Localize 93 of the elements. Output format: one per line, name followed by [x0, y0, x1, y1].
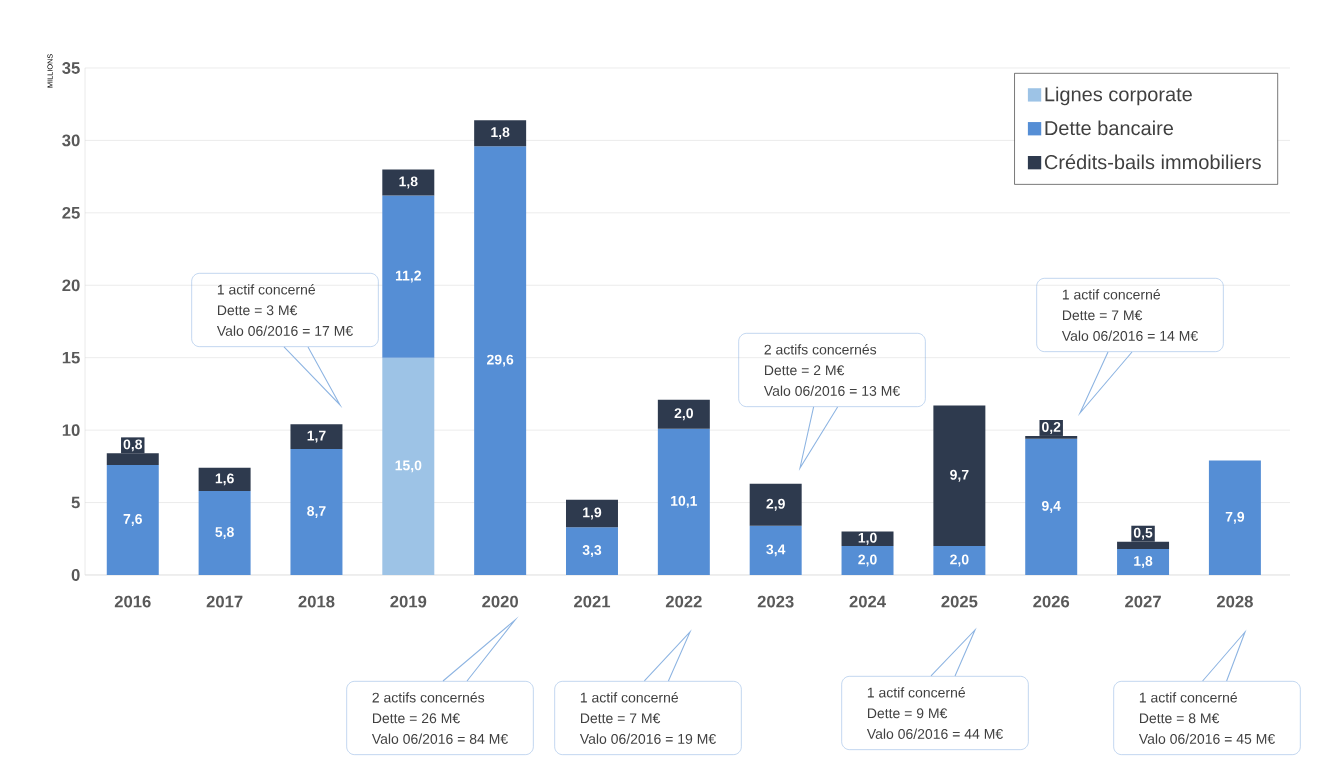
x-tick-label: 2020 [482, 595, 518, 608]
text: Valo 06/2016 = 19 M€ [579, 733, 716, 744]
annotation: Dette = 7 M€ [1062, 310, 1143, 321]
x-tick-label: 2016 [114, 595, 151, 608]
data-label: 2,0 [674, 408, 693, 421]
bar [290, 424, 343, 449]
x-tick-label: 2021 [574, 595, 611, 608]
bar [382, 169, 435, 196]
x-tick-label: 2025 [941, 595, 978, 608]
bar [474, 146, 527, 575]
bar [382, 195, 435, 358]
bar [1117, 548, 1170, 575]
x-tick-label: 2026 [1033, 595, 1070, 608]
y-tick-label: 30 [62, 134, 80, 147]
data-label: 15,0 [395, 460, 422, 473]
bar [1025, 438, 1078, 575]
data-label: 2,0 [858, 554, 877, 567]
text: Valo 06/2016 = 44 M€ [866, 728, 1003, 739]
y-tick-label: 15 [62, 351, 80, 364]
data-label: 0,5 [1133, 527, 1153, 540]
text: 1 actif concerné [580, 692, 679, 703]
data-label: 2,9 [766, 498, 785, 511]
bar [933, 405, 986, 547]
annotation: Valo 06/2016 = 14 M€ [1061, 330, 1198, 341]
data-label: 1,7 [307, 430, 326, 443]
data-label: 0,2 [1042, 421, 1061, 434]
y-tick-label: 35 [62, 62, 80, 74]
data-label: 3,4 [766, 544, 786, 557]
x-tick-label: 2024 [849, 595, 886, 608]
y-tick-label: 5 [71, 496, 80, 509]
legend-label: Crédits-bails immobiliers [1044, 154, 1261, 170]
text: 1 actif concerné [867, 687, 966, 698]
data-label: 7,9 [1225, 511, 1245, 524]
y-tick-label: 0 [71, 569, 80, 581]
data-label: 1,9 [583, 507, 602, 520]
y-tick-label: 10 [62, 424, 80, 437]
bar [106, 464, 159, 575]
data-label: 2,0 [950, 554, 969, 567]
bar [749, 525, 802, 575]
x-tick-label: 2019 [390, 595, 427, 608]
annotation: Dette = 3 M€ [217, 305, 298, 316]
y-tick-label: 20 [62, 279, 80, 292]
data-label: 9,7 [950, 469, 969, 482]
bar [657, 399, 710, 429]
text: Dette = 7 M€ [580, 713, 661, 724]
annotation: Valo 06/2016 = 13 M€ [763, 385, 900, 396]
annotation: Valo 06/2016 = 17 M€ [216, 325, 353, 336]
x-tick-label: 2023 [757, 595, 794, 608]
text: 2 actifs concernés [372, 692, 485, 703]
data-label: 8,7 [307, 506, 326, 518]
bar [290, 448, 343, 575]
text: 1 actif concerné [1139, 692, 1238, 703]
text: Valo 06/2016 = 84 M€ [371, 733, 508, 744]
bar [657, 428, 710, 575]
data-label: 9,4 [1041, 500, 1061, 513]
text: Valo 06/2016 = 45 M€ [1138, 733, 1275, 744]
data-label: 1,6 [215, 473, 234, 486]
x-tick-label: 2027 [1125, 595, 1161, 608]
annotation: 2 actifs concernés [764, 344, 877, 355]
data-label: 29,6 [487, 354, 514, 367]
bar [198, 467, 251, 491]
x-tick-label: 2028 [1216, 595, 1253, 608]
bar [841, 546, 894, 575]
data-label: 0,8 [123, 439, 143, 452]
data-label: 1,8 [491, 127, 510, 140]
annotation: 1 actif concerné [1062, 289, 1161, 300]
y-tick-label: 25 [62, 206, 80, 219]
legend-label: Lignes corporate [1045, 86, 1192, 106]
bar [566, 499, 618, 528]
bar [566, 527, 618, 575]
data-label: 3,3 [582, 545, 602, 558]
data-label: 1,8 [1134, 555, 1153, 568]
x-tick-label: 2022 [665, 595, 702, 608]
data-label: 1,8 [399, 176, 418, 189]
bar [749, 483, 802, 526]
data-label: 10,1 [671, 495, 698, 508]
text: Dette = 9 M€ [867, 708, 948, 719]
data-label: 5,8 [215, 527, 234, 539]
x-tick-label: 2018 [298, 595, 335, 608]
legend-label: Dette bancaire [1045, 120, 1174, 136]
annotation: 1 actif concerné [217, 284, 316, 295]
text: Dette = 26 M€ [372, 713, 460, 724]
data-label: 1,0 [858, 532, 877, 545]
bar [382, 357, 435, 575]
bar [198, 490, 251, 575]
bar [474, 120, 527, 147]
bar [1208, 460, 1261, 575]
text: Dette = 8 M€ [1139, 713, 1220, 724]
data-label: 11,2 [395, 270, 421, 283]
data-label: 7,6 [123, 513, 142, 526]
annotation: Dette = 2 M€ [764, 365, 845, 376]
x-tick-label: 2017 [206, 595, 243, 608]
bar [933, 546, 986, 575]
